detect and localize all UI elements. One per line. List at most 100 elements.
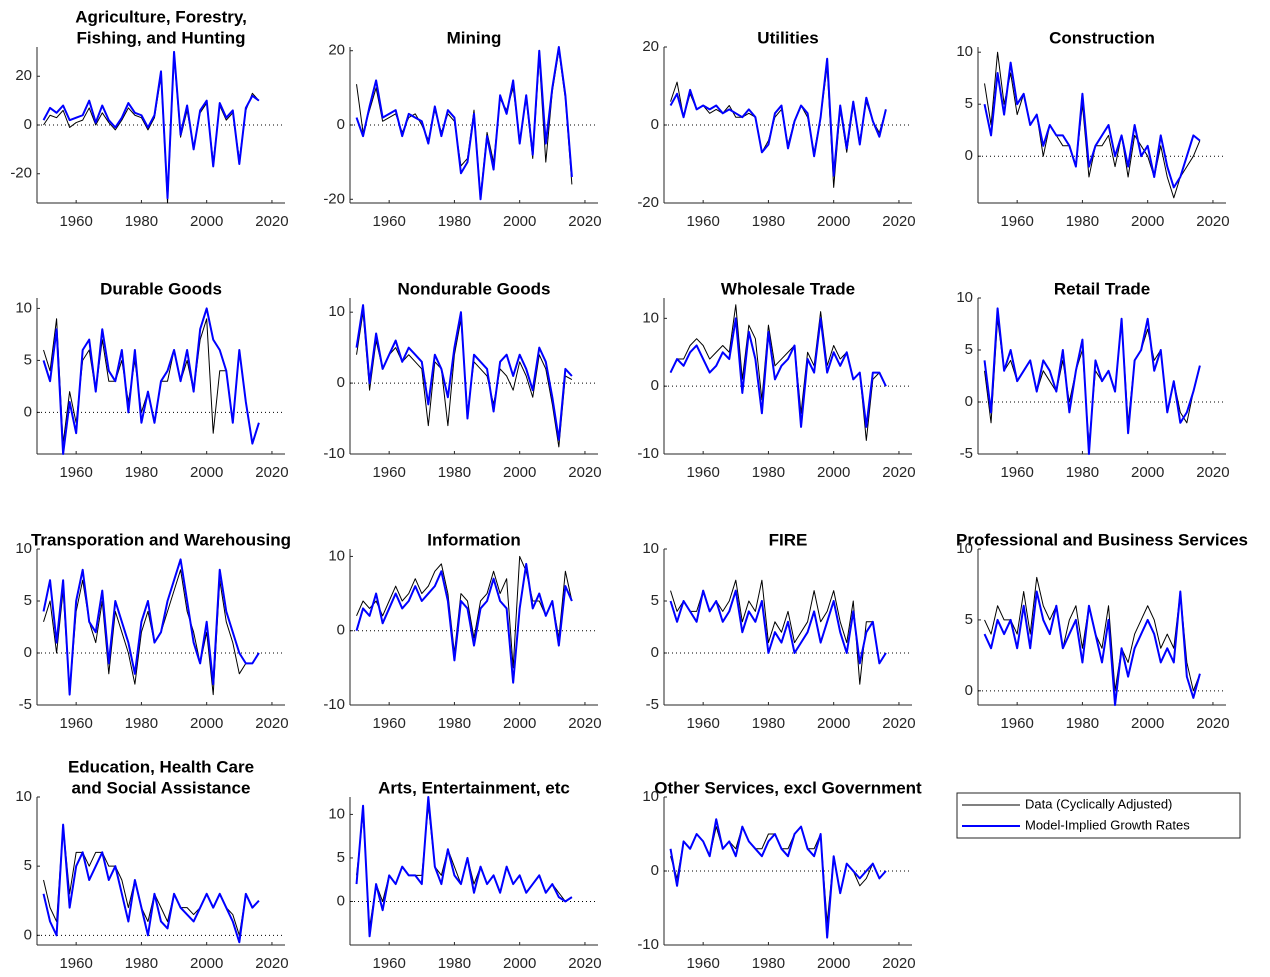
y-tick-label: 20	[15, 67, 32, 84]
x-tick-label: 1960	[59, 715, 92, 732]
y-tick-label: -5	[19, 696, 32, 713]
legend-label: Model-Implied Growth Rates	[1025, 817, 1190, 832]
panel-title: FIRE	[769, 530, 808, 549]
x-tick-label: 2000	[503, 715, 536, 732]
x-tick-label: 2020	[1196, 715, 1229, 732]
y-tick-label: 5	[24, 857, 32, 874]
x-tick-label: 1960	[1000, 715, 1033, 732]
x-tick-label: 1960	[59, 213, 92, 230]
x-tick-label: 1980	[1066, 213, 1099, 230]
y-tick-label: -10	[637, 936, 659, 953]
series-line	[669, 57, 887, 177]
y-tick-label: 5	[651, 592, 659, 609]
y-tick-label: 10	[956, 43, 973, 60]
panel-title: Information	[427, 530, 521, 549]
series-line	[355, 304, 573, 441]
y-tick-label: 10	[642, 309, 659, 326]
x-tick-label: 2020	[568, 715, 601, 732]
y-tick-label: 5	[24, 592, 32, 609]
x-tick-label: 1980	[438, 213, 471, 230]
panel: Transporation and Warehousing -5 0 5 10 1960 1…	[15, 530, 291, 731]
panel-title: Fishing, and Hunting	[76, 28, 245, 47]
panel: Construction 0 5 10 1960 1980 2000 2020	[956, 28, 1229, 229]
panel-title: Other Services, excl Government	[654, 778, 922, 797]
panel-title: Construction	[1049, 28, 1155, 47]
panel: FIRE -5 0 5 10 1960 1980 2000 2020	[642, 530, 915, 731]
x-tick-label: 2020	[568, 955, 601, 972]
y-tick-label: -10	[323, 445, 345, 462]
y-tick-label: 0	[24, 644, 32, 661]
panel-title: Nondurable Goods	[398, 279, 551, 298]
y-tick-label: 5	[337, 849, 345, 866]
y-tick-label: 0	[965, 147, 973, 164]
x-tick-label: 2000	[190, 715, 223, 732]
x-tick-label: 2020	[255, 715, 288, 732]
x-tick-label: 1960	[686, 715, 719, 732]
y-tick-label: 10	[15, 788, 32, 805]
x-tick-label: 2020	[568, 213, 601, 230]
panel: Other Services, excl Government -10 0 10 196…	[637, 778, 922, 971]
y-tick-label: 5	[965, 95, 973, 112]
panel: Retail Trade -5 0 5 10 1960 1980 2000 2020	[956, 279, 1229, 480]
y-tick-label: 0	[24, 116, 32, 133]
y-tick-label: 10	[328, 547, 345, 564]
x-tick-label: 1960	[372, 715, 405, 732]
x-tick-label: 1980	[125, 955, 158, 972]
y-tick-label: -5	[960, 445, 973, 462]
x-tick-label: 2020	[255, 464, 288, 481]
y-tick-label: 10	[956, 540, 973, 557]
panel: Utilities -20 0 20 1960 1980 2000 2020	[637, 28, 915, 229]
panel: Information -10 0 10 1960 1980 2000 2020	[323, 530, 601, 731]
x-tick-label: 2000	[817, 715, 850, 732]
x-tick-label: 1980	[438, 464, 471, 481]
x-tick-label: 2020	[882, 955, 915, 972]
series-line	[669, 317, 887, 428]
x-tick-label: 1980	[752, 464, 785, 481]
series-line	[355, 796, 573, 938]
y-tick-label: -20	[637, 194, 659, 211]
series-line	[983, 590, 1201, 706]
y-tick-label: 5	[965, 611, 973, 628]
x-tick-label: 1960	[686, 955, 719, 972]
y-tick-label: -10	[323, 696, 345, 713]
series-line	[669, 589, 887, 665]
panel: Arts, Entertainment, etc 0 5 10 1960 1980 2000…	[328, 778, 601, 971]
y-tick-label: 10	[328, 805, 345, 822]
series-line	[43, 569, 260, 696]
x-tick-label: 2020	[255, 213, 288, 230]
series-line	[356, 50, 573, 197]
panel-title: Wholesale Trade	[721, 279, 855, 298]
y-tick-label: 5	[965, 341, 973, 358]
series-line	[669, 818, 887, 939]
y-tick-label: 10	[642, 788, 659, 805]
y-tick-label: 0	[651, 116, 659, 133]
y-tick-label: 10	[15, 540, 32, 557]
y-tick-label: -5	[646, 696, 659, 713]
series-line	[43, 56, 260, 204]
series-line	[355, 562, 573, 684]
legend-label: Data (Cyclically Adjusted)	[1025, 796, 1172, 811]
x-tick-label: 2000	[503, 955, 536, 972]
y-tick-label: 10	[328, 303, 345, 320]
legend: Data (Cyclically Adjusted) Model-Implied …	[956, 792, 1241, 839]
series-line	[356, 805, 573, 929]
series-line	[42, 558, 260, 696]
y-tick-label: 0	[24, 403, 32, 420]
x-tick-label: 1980	[1066, 464, 1099, 481]
series-line	[355, 46, 573, 201]
x-tick-label: 1960	[686, 213, 719, 230]
x-tick-label: 2020	[882, 213, 915, 230]
x-tick-label: 1960	[372, 955, 405, 972]
x-tick-label: 2000	[817, 955, 850, 972]
y-tick-label: 20	[642, 38, 659, 55]
y-tick-label: -20	[10, 165, 32, 182]
x-tick-label: 2000	[190, 464, 223, 481]
x-tick-label: 1980	[438, 955, 471, 972]
x-tick-label: 1980	[1066, 715, 1099, 732]
panel-title: Professional and Business Services	[956, 530, 1248, 549]
y-tick-label: 0	[651, 644, 659, 661]
panel: Nondurable Goods -10 0 10 1960 1980 2000 2020	[323, 279, 601, 480]
panel: Agriculture, Forestry, Fishing, and Hunti…	[10, 7, 288, 229]
x-tick-label: 2000	[503, 213, 536, 230]
x-tick-label: 2000	[190, 955, 223, 972]
